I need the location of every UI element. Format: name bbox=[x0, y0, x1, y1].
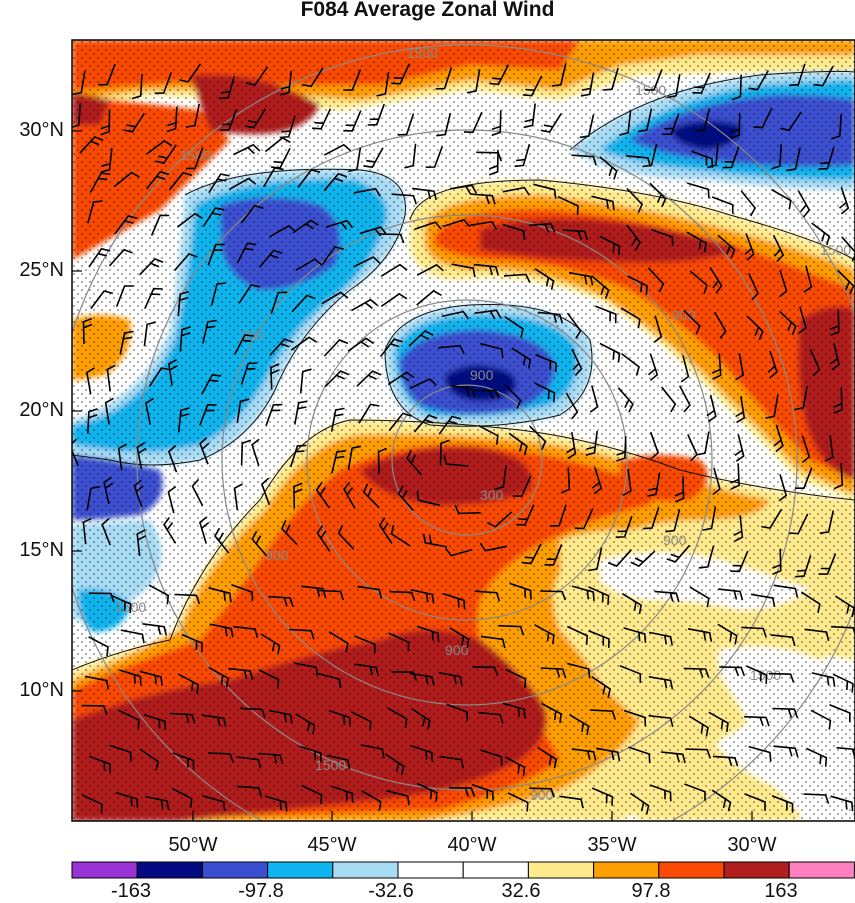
range-ring-label: 900 bbox=[265, 547, 289, 563]
colorbar-swatch bbox=[659, 862, 724, 878]
lon-label: 50°W bbox=[153, 834, 233, 857]
lat-label: 30°N bbox=[0, 119, 64, 142]
colorbar-swatch bbox=[724, 862, 789, 878]
colorbar-swatch bbox=[268, 862, 333, 878]
range-ring-label: 900 bbox=[470, 367, 494, 383]
range-ring-label: 900 bbox=[663, 532, 687, 548]
lat-label: 15°N bbox=[0, 539, 64, 562]
colorbar-swatch bbox=[72, 862, 137, 878]
colorbar-swatch bbox=[137, 862, 202, 878]
lon-label: 40°W bbox=[432, 834, 512, 857]
colorbar-swatch bbox=[463, 862, 528, 878]
range-ring-label: 1500 bbox=[180, 147, 211, 163]
colorbar-swatch bbox=[398, 862, 463, 878]
colorbar bbox=[72, 862, 854, 878]
lat-label: 10°N bbox=[0, 679, 64, 702]
colorbar-swatch bbox=[789, 862, 854, 878]
lon-label: 30°W bbox=[712, 834, 792, 857]
colorbar-swatch bbox=[528, 862, 593, 878]
range-ring-label: 900 bbox=[672, 307, 696, 323]
range-ring-label: 900 bbox=[445, 642, 469, 658]
range-ring-label: 1500 bbox=[407, 45, 438, 61]
colorbar-swatch bbox=[594, 862, 659, 878]
colorbar-swatch bbox=[202, 862, 267, 878]
lat-label: 20°N bbox=[0, 399, 64, 422]
wind-field: 3009001500150015001500150090090090030090… bbox=[52, 40, 855, 875]
lon-label: 45°W bbox=[292, 834, 372, 857]
range-ring-label: 300 bbox=[480, 487, 504, 503]
lat-label: 25°N bbox=[0, 259, 64, 282]
lon-label: 35°W bbox=[572, 834, 652, 857]
range-ring-label: 1500 bbox=[820, 242, 851, 258]
colorbar-swatch bbox=[333, 862, 398, 878]
